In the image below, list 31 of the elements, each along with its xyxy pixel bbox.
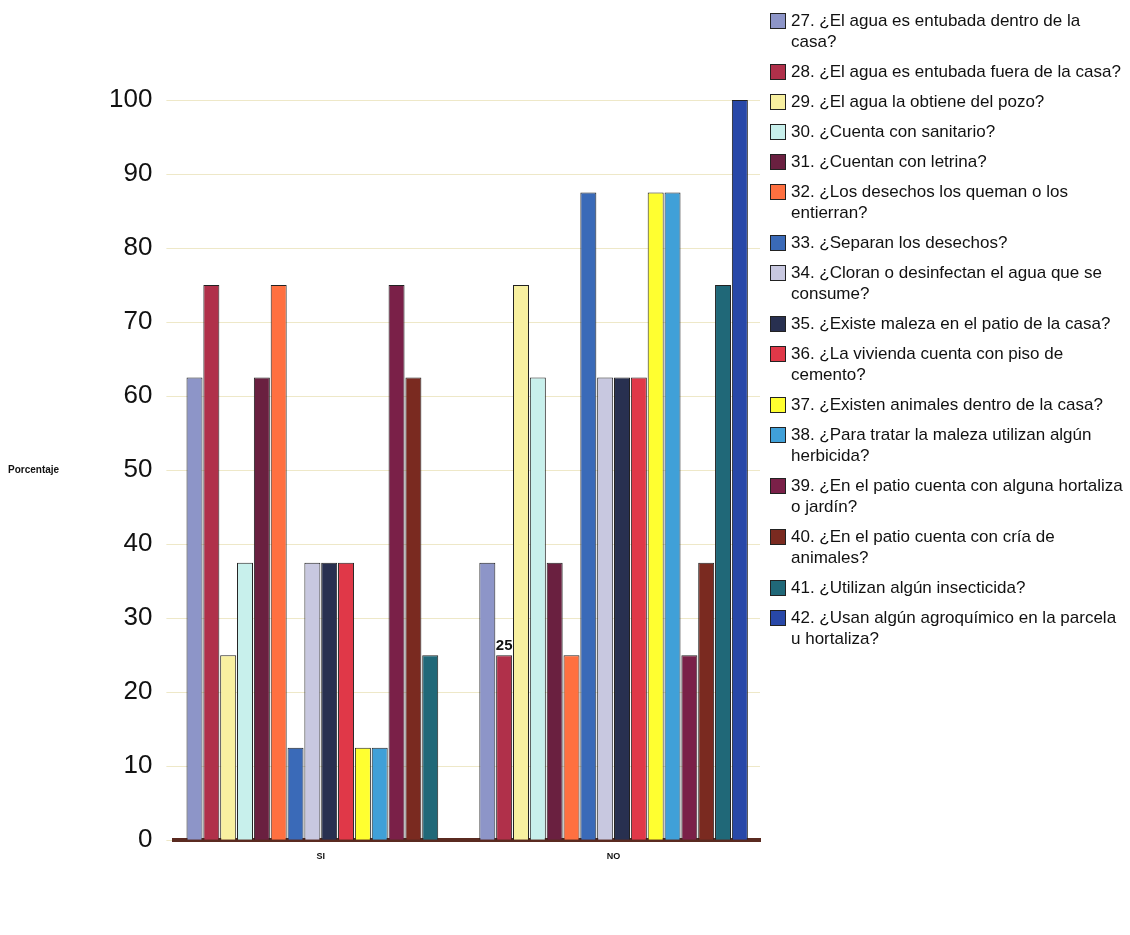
legend-label: 33. ¿Separan los desechos?	[791, 232, 1008, 253]
y-tick-label: 90	[123, 157, 153, 188]
data-label: 25	[495, 635, 513, 653]
y-tick-label: 70	[123, 305, 153, 336]
legend-label: 39. ¿En el patio cuenta con alguna hortaliza o jardín?	[791, 475, 1124, 517]
legend-label: 34. ¿Cloran o desinfectan el agua que se consume?	[791, 262, 1103, 304]
y-tick-label: 60	[123, 379, 153, 410]
legend-label: 27. ¿El agua es entubada dentro de la casa?	[791, 10, 1082, 52]
legend-label: 40. ¿En el patio cuenta con cría de animales?	[791, 526, 1056, 568]
y-tick-label: 40	[123, 527, 153, 558]
y-tick-label: 80	[123, 231, 153, 262]
y-tick-label: 0	[137, 823, 153, 854]
y-tick-label: 30	[123, 601, 153, 632]
legend-label: 31. ¿Cuentan con letrina?	[791, 151, 987, 172]
legend-label: 38. ¿Para tratar la maleza utilizan algún herbicida?	[791, 424, 1093, 466]
legend-label: 37. ¿Existen animales dentro de la casa?	[791, 394, 1103, 415]
x-tick-label: NO	[606, 851, 621, 862]
legend-label: 28. ¿El agua es entubada fuera de la casa?	[791, 61, 1121, 82]
y-tick-label: 100	[108, 83, 153, 114]
legend-label: 42. ¿Usan algún agroquímico en la parcela u hortaliza?	[791, 607, 1118, 649]
legend-label: 36. ¿La vivienda cuenta con piso de cemento?	[791, 343, 1065, 385]
legend-label: 32. ¿Los desechos los queman o los entierran?	[791, 181, 1069, 223]
y-tick-label: 50	[123, 453, 153, 484]
y-axis-title: Porcentaje	[8, 463, 60, 475]
y-tick-label: 20	[123, 675, 153, 706]
y-tick-label: 10	[123, 749, 153, 780]
legend-label: 35. ¿Existe maleza en el patio de la casa?	[791, 313, 1111, 334]
legend-label: 29. ¿El agua la obtiene del pozo?	[791, 91, 1045, 112]
legend-label: 30. ¿Cuenta con sanitario?	[791, 121, 996, 142]
legend-label: 41. ¿Utilizan algún insecticida?	[791, 577, 1026, 598]
x-tick-label: SI	[316, 851, 326, 862]
